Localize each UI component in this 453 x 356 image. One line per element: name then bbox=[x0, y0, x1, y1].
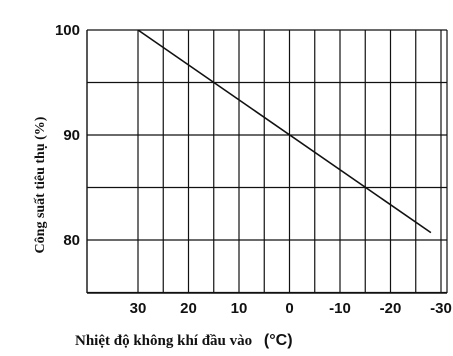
x-axis-unit: (°C) bbox=[264, 332, 293, 349]
grid bbox=[86, 29, 448, 294]
x-tick-label: -10 bbox=[329, 300, 351, 317]
x-axis-label: Nhiệt độ không khí đầu vào (°C) bbox=[75, 332, 293, 349]
x-tick-label: 0 bbox=[285, 300, 293, 317]
x-tick-label: -30 bbox=[430, 300, 452, 317]
y-tick-label: 90 bbox=[63, 127, 80, 144]
y-tick-label: 80 bbox=[63, 232, 80, 249]
x-tick-label: -20 bbox=[380, 300, 402, 317]
x-tick-label: 30 bbox=[130, 300, 147, 317]
x-tick-label: 20 bbox=[180, 300, 197, 317]
series-line bbox=[137, 29, 432, 234]
series-layer bbox=[137, 29, 432, 234]
x-axis-label-text: Nhiệt độ không khí đầu vào bbox=[75, 333, 252, 349]
y-axis-label: Công suất tiêu thụ (%) bbox=[33, 116, 48, 253]
y-tick-label: 100 bbox=[55, 22, 80, 39]
x-tick-label: 10 bbox=[231, 300, 248, 317]
